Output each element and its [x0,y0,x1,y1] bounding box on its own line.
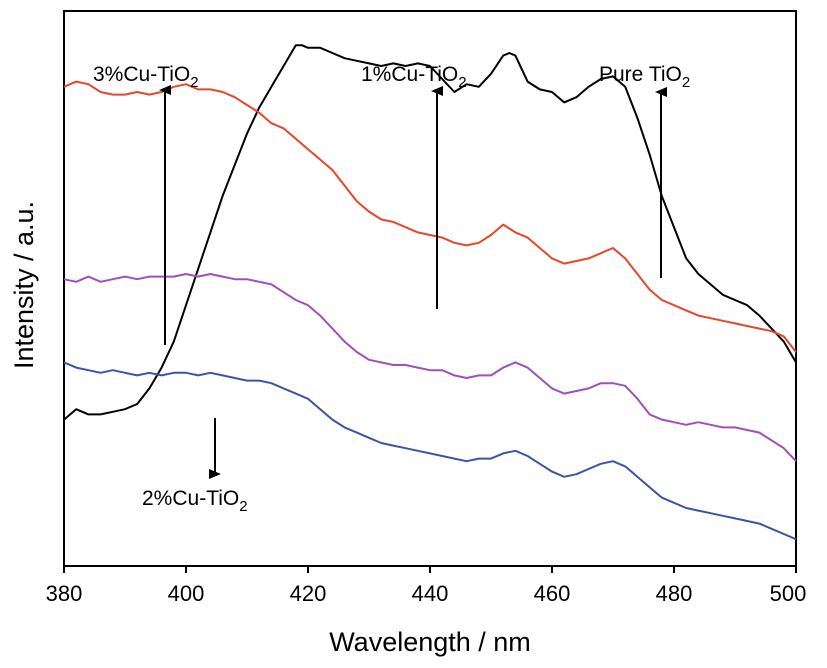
series-line-1 [63,80,797,353]
label-pure-tio2: Pure TiO2 [599,63,690,91]
x-tick-label-5: 480 [656,581,693,606]
series-line-0 [63,44,797,421]
y-axis-title: Intensity / a.u. [9,201,39,369]
series-line-3 [63,361,797,541]
label-2pct-main: 2%Cu-TiO [142,487,239,510]
series-group [63,44,797,541]
x-axis-title: Wavelength / nm [329,627,531,657]
label-2pct-cu-tio2: 2%Cu-TiO2 [142,487,248,515]
plot-frame [63,10,797,567]
series-line-2 [63,273,797,462]
label-2pct-sub: 2 [239,498,247,515]
label-1pct-main: 1%Cu-TiO [361,63,458,86]
label-pure-main: Pure TiO [599,63,682,86]
x-tick-label-6: 500 [770,581,807,606]
label-3pct-main: 3%Cu-TiO [93,63,190,86]
label-1pct-cu-tio2: 1%Cu-TiO2 [361,63,467,91]
x-axis-ticks: 380 400 420 440 460 480 500 [46,566,807,606]
label-3pct-sub: 2 [190,74,198,91]
label-3pct-cu-tio2: 3%Cu-TiO2 [93,63,199,91]
label-1pct-sub: 2 [458,74,466,91]
x-tick-label-4: 460 [534,581,571,606]
x-tick-label-2: 420 [290,581,327,606]
label-pure-sub: 2 [682,74,690,91]
x-tick-label-3: 440 [412,581,449,606]
x-tick-label-1: 400 [168,581,205,606]
x-tick-label-0: 380 [46,581,83,606]
